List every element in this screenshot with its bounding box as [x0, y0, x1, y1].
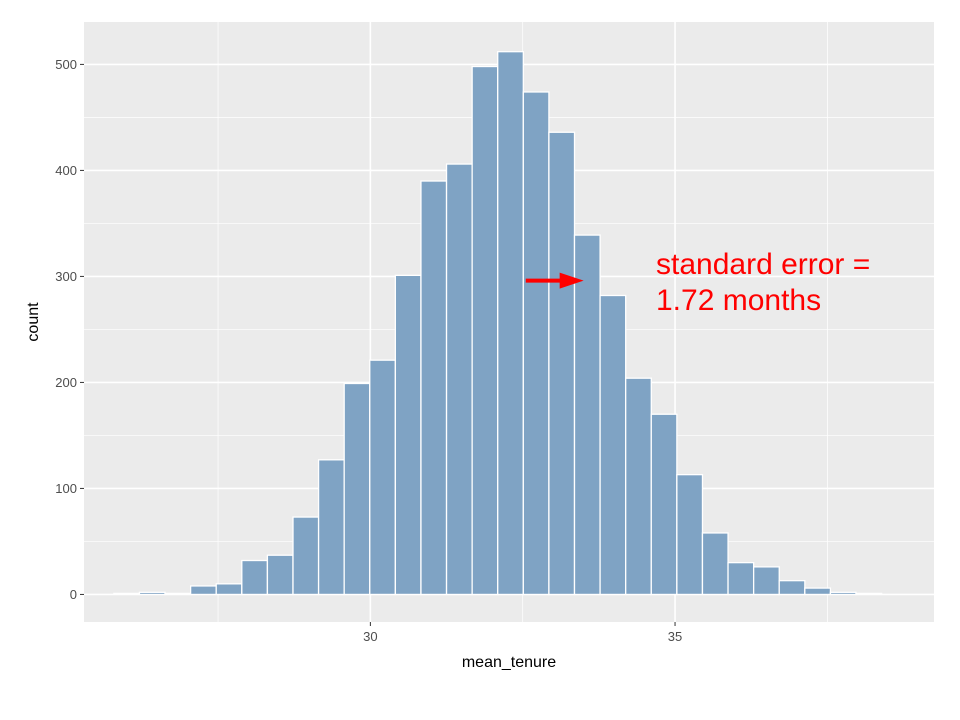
histogram-bar [471, 65, 499, 596]
y-tick-label: 400 [55, 163, 77, 178]
x-tick-label: 35 [668, 629, 682, 644]
y-tick-label: 500 [55, 57, 77, 72]
histogram-bar [113, 592, 141, 596]
histogram-bar [292, 516, 320, 596]
histogram-bar [829, 591, 857, 596]
y-tick-label: 300 [55, 269, 77, 284]
y-axis-title: count [25, 302, 42, 342]
histogram-bar [676, 474, 704, 596]
histogram-bar [394, 274, 422, 596]
histogram-bar [804, 587, 832, 596]
histogram-bar [369, 359, 397, 596]
histogram-bar [497, 51, 524, 596]
y-tick-label: 100 [55, 481, 77, 496]
annotation: standard error = 1.72 months [525, 248, 870, 317]
histogram-bar [599, 294, 627, 596]
histogram-bar [778, 580, 806, 596]
y-axis: 0 100 200 300 400 500 [55, 57, 84, 602]
histogram-bar [266, 554, 294, 596]
histogram-bar [138, 591, 166, 596]
histogram-bar [317, 459, 345, 596]
histogram-bar [625, 377, 652, 596]
histogram-bar [241, 559, 269, 596]
histogram-bar [445, 163, 473, 596]
histogram-bar [522, 91, 550, 596]
histogram-bar [650, 413, 678, 596]
histogram-bar [752, 566, 780, 596]
histogram-bar [215, 583, 243, 596]
annotation-arrow-head [559, 272, 584, 289]
histogram-bar [548, 131, 576, 596]
histogram-bar [727, 561, 755, 596]
histogram-bars [113, 51, 883, 596]
histogram-bar [701, 532, 729, 596]
annotation-text-line-1: standard error = [656, 248, 870, 281]
histogram-bar [189, 585, 217, 596]
y-tick-label: 0 [70, 587, 77, 602]
histogram-bar [855, 592, 883, 596]
histogram-bar [573, 234, 601, 596]
histogram-bar [164, 592, 192, 596]
histogram-bar [343, 382, 371, 596]
x-tick-label: 30 [363, 629, 377, 644]
x-axis: 30 35 [363, 622, 682, 644]
histogram-bar [420, 180, 448, 596]
x-axis-title: mean_tenure [462, 654, 556, 671]
annotation-text-line-2: 1.72 months [656, 284, 821, 317]
y-tick-label: 200 [55, 375, 77, 390]
